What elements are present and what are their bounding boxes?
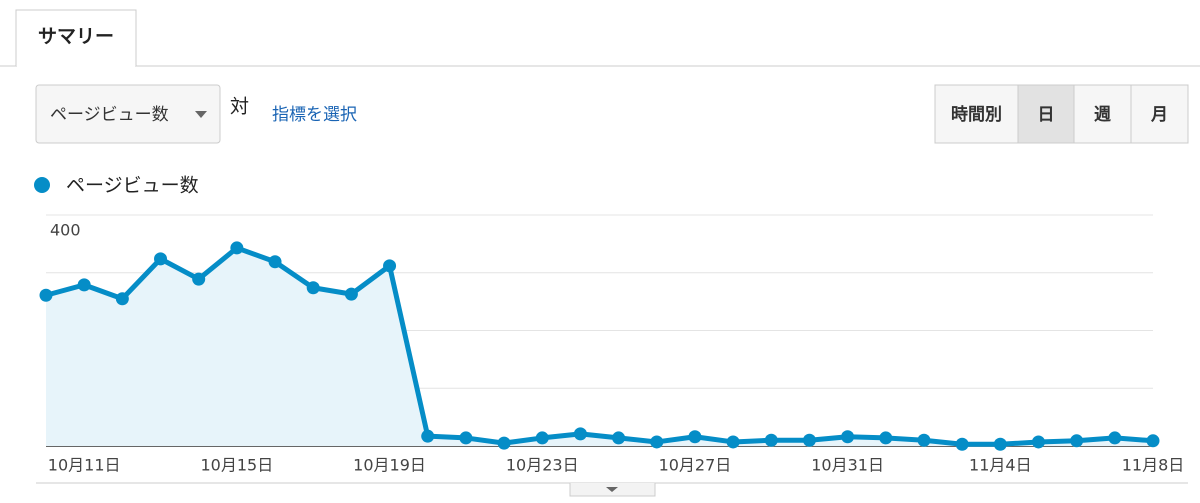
point	[802, 433, 816, 447]
point	[421, 429, 435, 443]
point	[993, 437, 1007, 451]
point	[306, 281, 320, 295]
time-button[interactable]	[1017, 84, 1075, 144]
point	[879, 431, 893, 445]
point	[1070, 434, 1084, 448]
area	[46, 247, 1153, 446]
point	[154, 252, 168, 266]
point	[1146, 434, 1160, 448]
time-button-label[interactable]: 日	[1038, 105, 1055, 125]
point	[192, 272, 206, 286]
point	[955, 437, 969, 451]
legend-dot	[34, 177, 50, 193]
time-button-label[interactable]: 月	[1150, 105, 1168, 125]
x-tick-label: 10月23日	[506, 456, 579, 475]
x-tick-label: 10月19日	[353, 456, 426, 475]
point	[726, 435, 740, 449]
tab-cover	[17, 60, 135, 68]
point	[573, 427, 587, 441]
point	[459, 431, 473, 445]
dropdown-label[interactable]: ページビュー数	[50, 105, 169, 125]
point	[650, 435, 664, 449]
time-button[interactable]	[1073, 84, 1132, 144]
select-metric-link[interactable]: 指標を選択	[272, 105, 357, 125]
point	[612, 431, 626, 445]
point	[1031, 435, 1045, 449]
x-tick-label: 11月8日	[1122, 456, 1185, 475]
point	[535, 431, 549, 445]
dropdown-arrow	[195, 111, 207, 118]
point	[688, 430, 702, 444]
point	[383, 259, 397, 273]
metric-dropdown[interactable]	[35, 84, 221, 144]
point	[344, 287, 358, 301]
point	[764, 433, 778, 447]
point	[1108, 431, 1122, 445]
point	[39, 288, 53, 302]
point	[268, 255, 282, 269]
tab[interactable]	[15, 9, 137, 66]
legend-label: ページビュー数	[66, 175, 199, 197]
time-button-label[interactable]: 時間別	[951, 104, 1002, 125]
y-tick-label: 400	[50, 221, 81, 240]
point	[841, 430, 855, 444]
x-tick-label: 11月4日	[969, 456, 1032, 475]
point	[497, 436, 511, 450]
point	[230, 241, 244, 255]
expand-arrow	[606, 487, 618, 492]
time-button-label[interactable]: 週	[1094, 105, 1111, 125]
tab-label[interactable]: サマリー	[38, 26, 114, 48]
time-button[interactable]	[1130, 84, 1189, 144]
x-tick-label: 10月27日	[659, 456, 732, 475]
x-tick-label: 10月11日	[48, 456, 121, 475]
x-tick-label: 10月15日	[200, 456, 273, 475]
versus: 対	[230, 96, 249, 118]
point	[77, 278, 91, 292]
point	[115, 292, 129, 306]
x-tick-label: 10月31日	[811, 456, 884, 475]
point	[917, 433, 931, 447]
